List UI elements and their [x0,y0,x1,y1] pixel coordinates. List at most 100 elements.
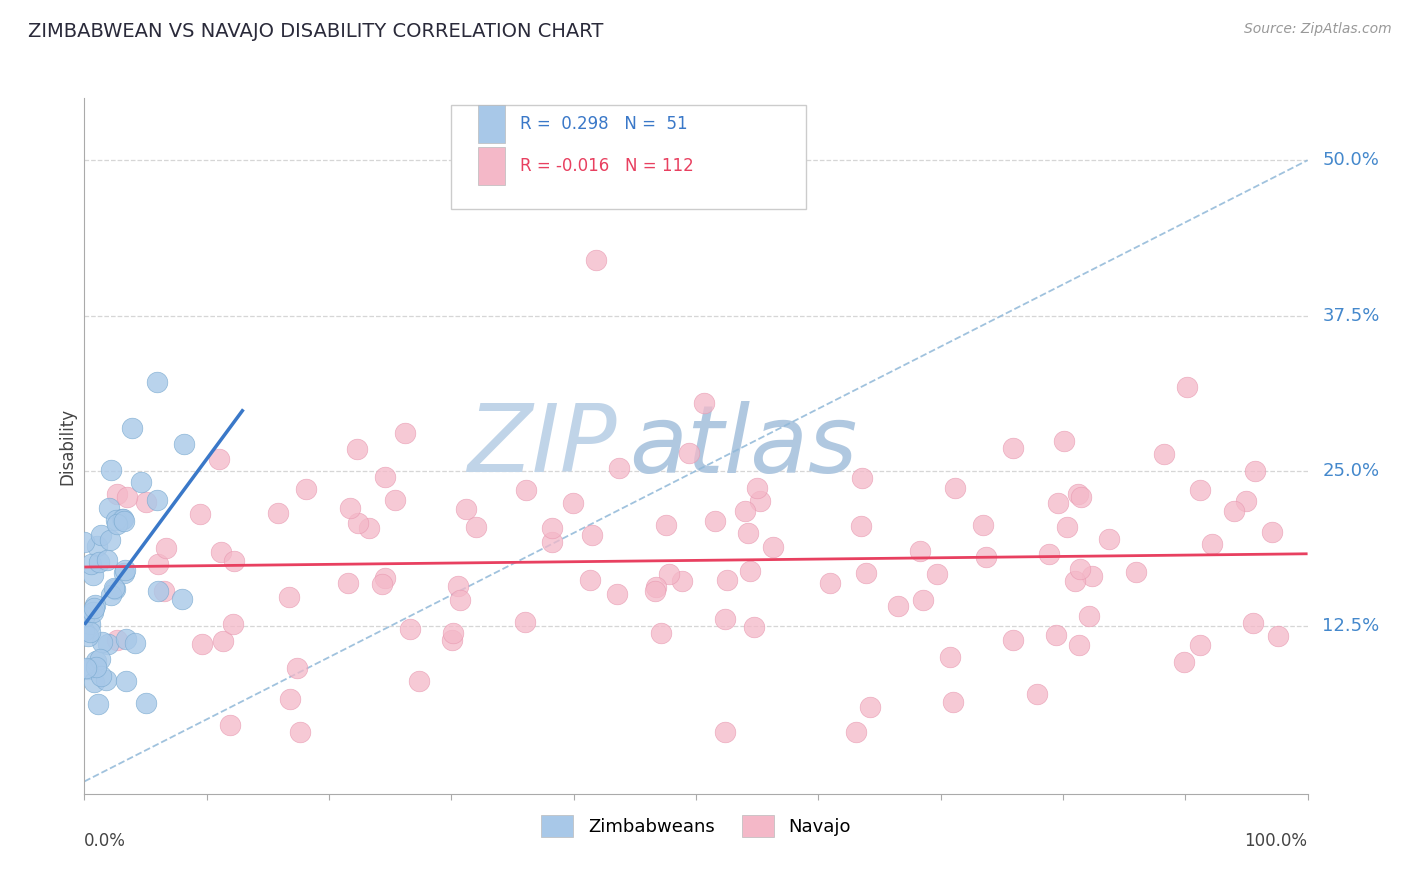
Point [713,724,735,739]
Point [121,421,143,435]
Point [114,632,136,646]
Text: 0.0%: 0.0% [84,832,127,850]
Point [105,487,128,501]
Point [737,526,759,541]
Point [887,599,910,614]
Point [515,615,537,630]
Text: R = -0.016   N = 112: R = -0.016 N = 112 [520,157,693,175]
Point [441,626,464,640]
Point [294,482,316,496]
Point [105,516,128,531]
Point [82,567,104,582]
Point [79,617,101,632]
Point [219,718,242,732]
Point [188,508,211,522]
Point [1244,464,1267,478]
Point [89,652,111,666]
Point [146,557,169,571]
Point [87,555,110,569]
Point [658,566,681,581]
Point [441,633,464,648]
Point [172,592,194,607]
Point [152,584,174,599]
Point [173,437,195,451]
Y-axis label: Disability: Disability [58,408,76,484]
Point [371,576,394,591]
Point [1234,494,1257,508]
Point [541,520,564,534]
Point [859,699,882,714]
Point [941,695,963,709]
Point [972,517,994,532]
Point [645,580,668,594]
Point [73,624,96,638]
Point [222,554,245,568]
Point [1002,633,1025,648]
Point [855,566,877,580]
Point [734,504,756,518]
Point [337,576,360,591]
Point [114,673,136,688]
Point [671,574,693,588]
Point [938,649,960,664]
Bar [478,105,505,144]
Point [105,632,128,647]
Point [76,661,98,675]
Point [1188,483,1211,497]
Point [655,518,678,533]
Point [1153,447,1175,461]
Point [280,692,302,706]
Point [96,552,118,566]
Point [910,544,932,558]
Point [581,528,603,542]
Text: ZIP: ZIP [467,401,616,491]
Point [579,573,602,587]
Point [374,571,396,585]
Point [112,512,135,526]
Point [346,442,368,456]
Point [73,608,96,623]
Point [1069,562,1091,576]
Point [1025,688,1047,702]
Point [80,557,103,571]
Point [912,593,935,607]
Point [678,446,700,460]
Point [100,589,122,603]
Point [1097,532,1119,546]
FancyBboxPatch shape [451,105,806,210]
Point [1063,574,1085,588]
Point [742,619,765,633]
Point [135,696,157,710]
Point [83,600,105,615]
Point [606,587,628,601]
Point [190,637,212,651]
Point [1069,638,1091,652]
Point [357,521,380,535]
Point [97,501,120,516]
Point [96,673,118,688]
Point [209,545,232,559]
Text: 37.5%: 37.5% [1322,307,1379,325]
Point [464,519,486,533]
Point [112,514,135,528]
Point [114,563,136,577]
Text: atlas: atlas [628,401,856,491]
Point [211,633,233,648]
Point [285,661,308,675]
Point [83,598,105,612]
Point [222,616,245,631]
Point [97,637,120,651]
Point [73,610,96,624]
Point [1223,504,1246,518]
Point [1038,547,1060,561]
Point [1267,629,1289,643]
Point [1056,520,1078,534]
Point [277,590,299,604]
Point [1001,442,1024,456]
Point [704,514,727,528]
Point [398,622,420,636]
Point [447,579,470,593]
Point [1067,487,1090,501]
Point [124,636,146,650]
Point [100,463,122,477]
